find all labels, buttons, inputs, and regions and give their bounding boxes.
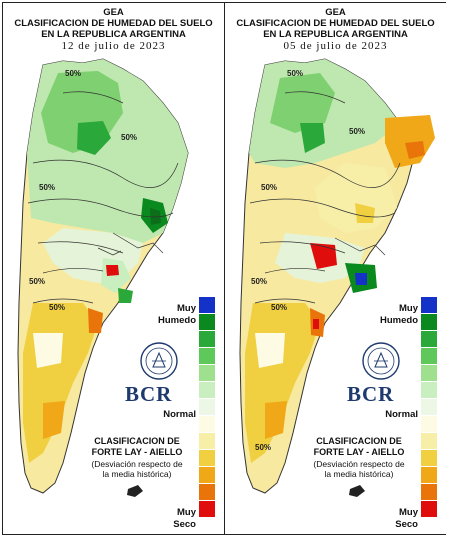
legend-swatch <box>199 314 215 331</box>
bcr-logo: BCR <box>125 382 173 406</box>
legend-swatch <box>421 433 437 450</box>
soil-moisture-map <box>239 58 435 497</box>
contour-label: 50% <box>255 443 272 452</box>
legend-swatch <box>199 399 215 416</box>
legend-swatch <box>421 314 437 331</box>
contour-label: 50% <box>39 183 56 192</box>
legend-label-muy-seco: Muy <box>399 507 418 518</box>
figure-frame: GEA CLASIFICACION DE HUMEDAD DEL SUELO E… <box>2 2 446 535</box>
classification-line2: FORTE LAY - AIELLO <box>313 447 405 457</box>
legend-swatch <box>421 416 437 433</box>
legend-swatch <box>199 484 215 501</box>
legend-swatch <box>199 501 215 518</box>
contour-label: 50% <box>251 277 268 286</box>
map-panel-jul-12: GEA CLASIFICACION DE HUMEDAD DEL SUELO E… <box>3 3 224 534</box>
classification-line1: CLASIFICACION DE <box>94 436 180 446</box>
classification-line2: FORTE LAY - AIELLO <box>91 447 183 457</box>
contour-label: 50% <box>121 133 138 142</box>
legend-swatch <box>421 365 437 382</box>
legend-swatch <box>199 365 215 382</box>
legend-label-seco: Seco <box>395 519 418 530</box>
classification-line1: CLASIFICACION DE <box>316 436 402 446</box>
map-date: 05 de julio de 2023 <box>283 40 388 52</box>
map-title-line2: EN LA REPUBLICA ARGENTINA <box>41 29 186 40</box>
contour-label: 50% <box>271 303 288 312</box>
legend-label-muy: Muy <box>177 303 196 314</box>
legend-label-humedo: Humedo <box>380 315 418 326</box>
contour-label: 50% <box>349 127 366 136</box>
legend-label-muy-seco: Muy <box>177 507 196 518</box>
contour-label: 50% <box>65 69 82 78</box>
legend-swatch <box>421 467 437 484</box>
legend-swatch <box>199 416 215 433</box>
legend-swatch <box>199 433 215 450</box>
classification-line3: (Desviación respecto de <box>313 459 405 469</box>
legend-label-normal: Normal <box>163 409 196 420</box>
legend-swatch <box>199 297 215 314</box>
bcr-seal-icon <box>140 342 178 380</box>
bcr-logo: BCR <box>347 382 395 406</box>
panel-divider <box>224 3 225 534</box>
classification-line3: (Desviación respecto de <box>91 459 183 469</box>
legend-label-humedo: Humedo <box>158 315 196 326</box>
legend-swatch <box>421 331 437 348</box>
map-title-line1: CLASIFICACION DE HUMEDAD DEL SUELO <box>14 18 213 29</box>
legend-swatch <box>199 348 215 365</box>
legend-swatch <box>199 467 215 484</box>
contour-label: 50% <box>49 303 66 312</box>
map-title-line2: EN LA REPUBLICA ARGENTINA <box>263 29 408 40</box>
legend-color-scale <box>199 297 215 518</box>
contour-label: 50% <box>29 277 46 286</box>
legend-label-muy: Muy <box>399 303 418 314</box>
legend-swatch <box>421 382 437 399</box>
legend-color-scale <box>421 297 437 518</box>
bcr-seal-icon <box>362 342 400 380</box>
legend-swatch <box>421 348 437 365</box>
legend-swatch <box>421 399 437 416</box>
map-org-label: GEA <box>325 7 346 18</box>
map-title-line1: CLASIFICACION DE HUMEDAD DEL SUELO <box>236 18 435 29</box>
legend-label-seco: Seco <box>173 519 196 530</box>
legend-swatch <box>421 484 437 501</box>
legend-swatch <box>199 450 215 467</box>
map-panel-jul-05: GEA CLASIFICACION DE HUMEDAD DEL SUELO E… <box>225 3 446 534</box>
contour-label: 50% <box>287 69 304 78</box>
soil-moisture-map <box>17 58 189 497</box>
legend-swatch <box>421 297 437 314</box>
map-org-label: GEA <box>103 7 124 18</box>
legend-swatch <box>421 450 437 467</box>
contour-label: 50% <box>261 183 278 192</box>
classification-line4: la media histórica) <box>102 469 172 479</box>
classification-line4: la media histórica) <box>324 469 394 479</box>
legend-swatch <box>199 331 215 348</box>
map-date: 12 de julio de 2023 <box>61 40 166 52</box>
legend-swatch <box>199 382 215 399</box>
legend-label-normal: Normal <box>385 409 418 420</box>
legend-swatch <box>421 501 437 518</box>
